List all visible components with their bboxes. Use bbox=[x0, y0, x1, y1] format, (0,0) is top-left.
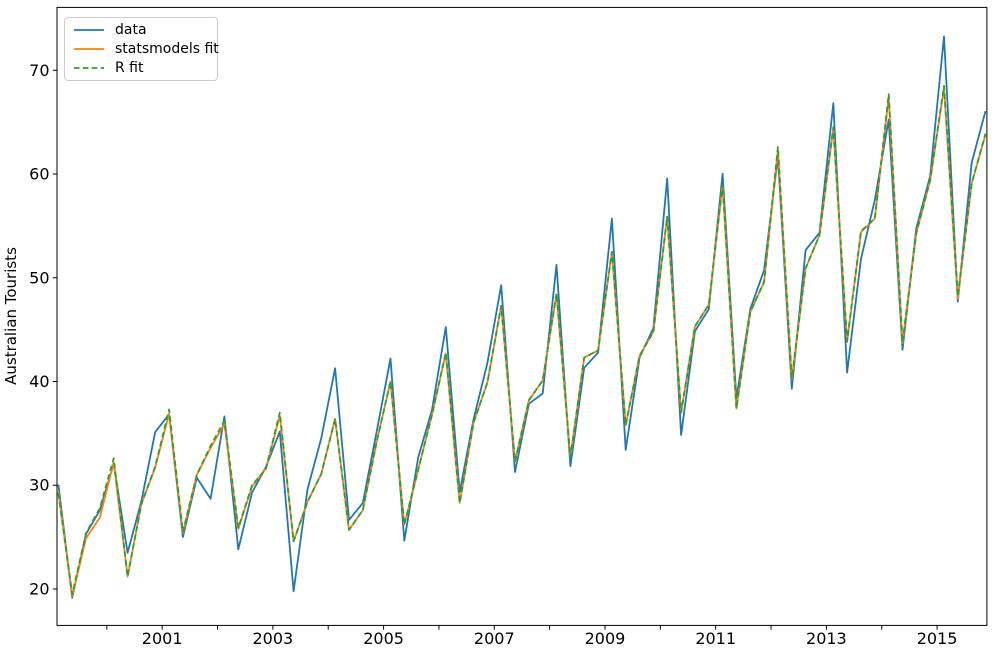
legend-line-sample-r-fit bbox=[74, 66, 104, 70]
series-line-R-fit bbox=[57, 84, 987, 596]
y-tick-label: 60 bbox=[29, 165, 49, 184]
y-tick-label: 40 bbox=[29, 372, 49, 391]
x-tick-label: 2011 bbox=[695, 629, 736, 648]
x-tick-label: 2007 bbox=[474, 629, 515, 648]
legend-entry-r-fit: R fit bbox=[74, 58, 208, 77]
series-line-data bbox=[57, 35, 987, 599]
y-tick-label: 50 bbox=[29, 268, 49, 287]
x-tick-label: 2009 bbox=[585, 629, 626, 648]
axis-ticks bbox=[52, 69, 938, 630]
legend-line-sample-data bbox=[74, 28, 104, 32]
legend-entry-data: data bbox=[74, 21, 208, 40]
plot-area bbox=[57, 7, 987, 626]
y-tick-label: 30 bbox=[29, 476, 49, 495]
x-tick-label: 2013 bbox=[806, 629, 847, 648]
y-tick-label: 20 bbox=[29, 579, 49, 598]
legend-label-data: data bbox=[115, 22, 147, 39]
series-lines bbox=[57, 35, 987, 599]
y-axis-label: Australian Tourists bbox=[2, 247, 20, 385]
axis-tick-labels: 2001 2003 2005 2007 2009 2011 2013 2015 20 30 40 50… bbox=[29, 61, 957, 648]
legend: data statsmodels fit R fit bbox=[64, 17, 219, 81]
x-tick-label: 2003 bbox=[253, 629, 294, 648]
x-tick-label: 2005 bbox=[363, 629, 404, 648]
legend-line-sample-statsmodels-fit bbox=[74, 47, 104, 51]
legend-entry-statsmodels-fit: statsmodels fit bbox=[74, 40, 219, 59]
plot-border bbox=[56, 6, 988, 626]
x-tick-label: 2015 bbox=[917, 629, 958, 648]
legend-label-statsmodels-fit: statsmodels fit bbox=[115, 41, 219, 57]
legend-label-r-fit: R fit bbox=[115, 59, 144, 76]
y-tick-label: 70 bbox=[29, 61, 49, 80]
x-tick-label: 2001 bbox=[142, 629, 183, 648]
